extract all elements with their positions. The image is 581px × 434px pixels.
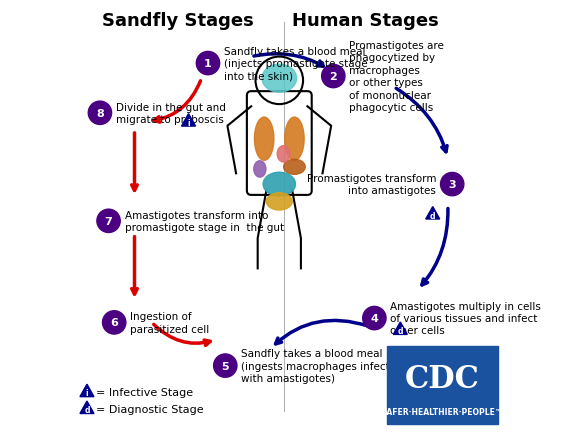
Polygon shape [80,385,94,397]
Text: 3: 3 [449,180,456,190]
Text: Ingestion of
parasitized cell: Ingestion of parasitized cell [130,312,209,334]
Text: 5: 5 [221,361,229,371]
Text: Amastigotes multiply in cells
of various tissues and infect
other cells: Amastigotes multiply in cells of various… [390,301,541,335]
Ellipse shape [284,160,305,175]
Polygon shape [181,115,196,127]
Text: = Diagnostic Stage: = Diagnostic Stage [96,404,203,414]
Text: i: i [187,118,190,128]
Text: Human Stages: Human Stages [292,12,439,30]
Text: Sandfly takes a blood meal
(injects promastigote stage
into the skin): Sandfly takes a blood meal (injects prom… [224,46,368,81]
Text: d: d [84,405,89,414]
Text: 1: 1 [204,59,212,69]
Polygon shape [80,401,94,414]
Text: Promastigotes transform
into amastigotes: Promastigotes transform into amastigotes [307,174,436,196]
Polygon shape [426,207,440,220]
Polygon shape [393,322,407,335]
Text: Amastigotes transform into
promastigote stage in  the gut: Amastigotes transform into promastigote … [124,210,284,233]
Text: 4: 4 [371,313,378,323]
Circle shape [214,354,237,378]
Ellipse shape [254,118,274,161]
Circle shape [102,311,126,334]
Text: i: i [85,388,88,398]
Text: d: d [430,211,436,220]
Circle shape [196,52,220,76]
Ellipse shape [262,65,296,93]
Text: Sandfly takes a blood meal
(ingests macrophages infected
with amastigotes): Sandfly takes a blood meal (ingests macr… [241,349,403,383]
Circle shape [88,102,112,125]
Circle shape [97,210,120,233]
Circle shape [322,65,345,89]
Circle shape [363,307,386,330]
Text: Divide in the gut and
migrate to proboscis: Divide in the gut and migrate to probosc… [116,102,226,125]
Circle shape [440,173,464,196]
Text: 2: 2 [329,72,337,82]
FancyBboxPatch shape [388,346,497,424]
Ellipse shape [263,173,296,197]
Text: = Infective Stage: = Infective Stage [96,387,193,397]
Text: 6: 6 [110,318,118,328]
Ellipse shape [285,118,304,161]
Ellipse shape [277,146,290,163]
Text: Promastigotes are
phagocytized by
macrophages
or other types
of mononuclear
phag: Promastigotes are phagocytized by macrop… [349,41,444,113]
Text: SAFER·HEALTHIER·PEOPLE™: SAFER·HEALTHIER·PEOPLE™ [382,408,503,416]
Text: 8: 8 [96,108,104,118]
Ellipse shape [266,193,292,210]
Text: CDC: CDC [405,363,480,394]
Text: Sandfly Stages: Sandfly Stages [102,12,253,30]
Ellipse shape [254,161,266,178]
Text: 7: 7 [105,216,113,226]
Text: d: d [397,326,403,335]
